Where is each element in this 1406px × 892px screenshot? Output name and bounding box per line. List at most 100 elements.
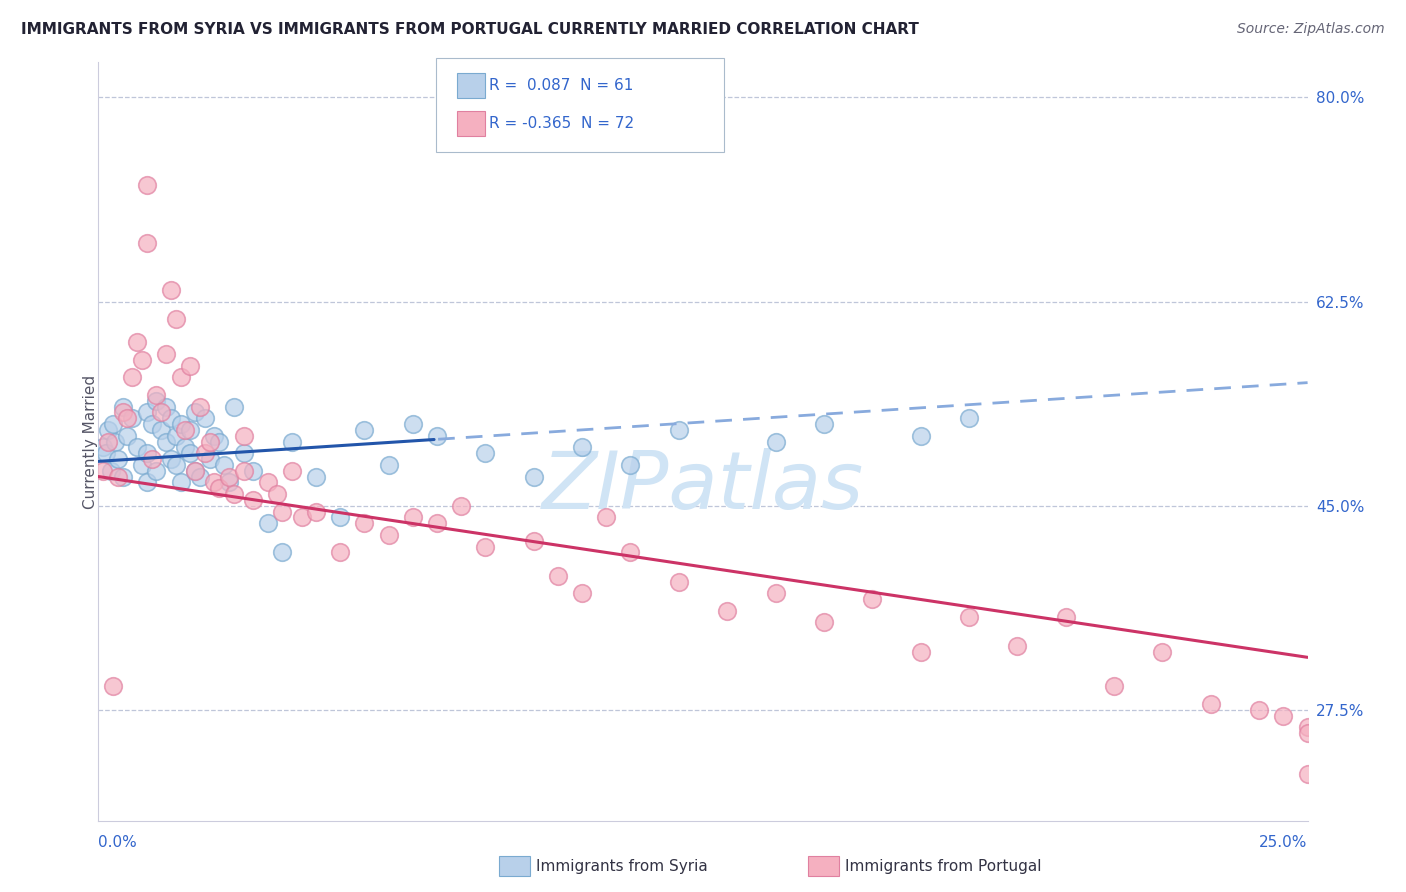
- Point: [242, 464, 264, 478]
- Point: [165, 428, 187, 442]
- Point: [218, 475, 240, 490]
- Point: [141, 417, 163, 431]
- Point: [910, 644, 932, 658]
- Text: IMMIGRANTS FROM SYRIA VS IMMIGRANTS FROM PORTUGAL CURRENTLY MARRIED CORRELATION : IMMIGRANTS FROM SYRIA VS IMMIGRANTS FROM…: [21, 22, 920, 37]
- Point: [160, 411, 183, 425]
- Point: [165, 312, 187, 326]
- Point: [271, 504, 294, 518]
- Point: [169, 370, 191, 384]
- Point: [145, 388, 167, 402]
- Point: [619, 458, 641, 472]
- Point: [169, 417, 191, 431]
- Point: [104, 434, 127, 449]
- Point: [377, 528, 399, 542]
- Point: [353, 516, 375, 531]
- Point: [121, 411, 143, 425]
- Point: [91, 464, 114, 478]
- Point: [101, 417, 124, 431]
- Point: [523, 533, 546, 548]
- Point: [91, 441, 114, 455]
- Point: [184, 464, 207, 478]
- Point: [145, 464, 167, 478]
- Point: [127, 441, 149, 455]
- Point: [668, 574, 690, 589]
- Point: [107, 452, 129, 467]
- Point: [232, 428, 254, 442]
- Point: [194, 446, 217, 460]
- Text: Immigrants from Syria: Immigrants from Syria: [536, 859, 707, 873]
- Text: 25.0%: 25.0%: [1260, 836, 1308, 850]
- Point: [1296, 720, 1319, 734]
- Point: [1344, 662, 1367, 676]
- Point: [145, 393, 167, 408]
- Y-axis label: Currently Married: Currently Married: [83, 375, 97, 508]
- Point: [184, 464, 207, 478]
- Point: [150, 423, 173, 437]
- Point: [212, 458, 235, 472]
- Point: [135, 446, 157, 460]
- Text: Immigrants from Portugal: Immigrants from Portugal: [845, 859, 1042, 873]
- Point: [547, 568, 569, 582]
- Point: [179, 359, 201, 373]
- Point: [1199, 697, 1222, 711]
- Point: [957, 609, 980, 624]
- Text: 0.0%: 0.0%: [98, 836, 138, 850]
- Point: [1249, 703, 1271, 717]
- Point: [377, 458, 399, 472]
- Point: [127, 335, 149, 350]
- Point: [94, 446, 117, 460]
- Point: [1320, 685, 1343, 699]
- Point: [1102, 680, 1125, 694]
- Point: [474, 446, 496, 460]
- Point: [426, 516, 449, 531]
- Point: [135, 405, 157, 419]
- Point: [208, 434, 231, 449]
- Point: [179, 423, 201, 437]
- Point: [1296, 726, 1319, 740]
- Point: [571, 586, 593, 600]
- Point: [1296, 767, 1319, 781]
- Point: [160, 283, 183, 297]
- Point: [668, 423, 690, 437]
- Point: [165, 458, 187, 472]
- Point: [474, 540, 496, 554]
- Point: [101, 680, 124, 694]
- Point: [281, 434, 304, 449]
- Point: [111, 405, 134, 419]
- Point: [121, 370, 143, 384]
- Point: [131, 352, 153, 367]
- Point: [155, 434, 177, 449]
- Point: [198, 434, 221, 449]
- Point: [218, 469, 240, 483]
- Point: [910, 428, 932, 442]
- Point: [155, 347, 177, 361]
- Point: [523, 469, 546, 483]
- Point: [329, 545, 352, 559]
- Text: R =  0.087  N = 61: R = 0.087 N = 61: [489, 78, 634, 93]
- Text: Source: ZipAtlas.com: Source: ZipAtlas.com: [1237, 22, 1385, 37]
- Point: [256, 475, 278, 490]
- Point: [595, 510, 617, 524]
- Point: [131, 458, 153, 472]
- Point: [97, 423, 120, 437]
- Point: [329, 510, 352, 524]
- Point: [135, 178, 157, 192]
- Point: [155, 400, 177, 414]
- Point: [402, 417, 425, 431]
- Point: [571, 441, 593, 455]
- Point: [208, 481, 231, 495]
- Point: [117, 411, 139, 425]
- Point: [184, 405, 207, 419]
- Point: [1007, 639, 1029, 653]
- Point: [353, 423, 375, 437]
- Point: [188, 469, 211, 483]
- Point: [813, 615, 835, 630]
- Point: [271, 545, 294, 559]
- Point: [290, 510, 312, 524]
- Point: [232, 464, 254, 478]
- Point: [619, 545, 641, 559]
- Point: [135, 475, 157, 490]
- Point: [179, 446, 201, 460]
- Point: [174, 423, 197, 437]
- Point: [765, 434, 787, 449]
